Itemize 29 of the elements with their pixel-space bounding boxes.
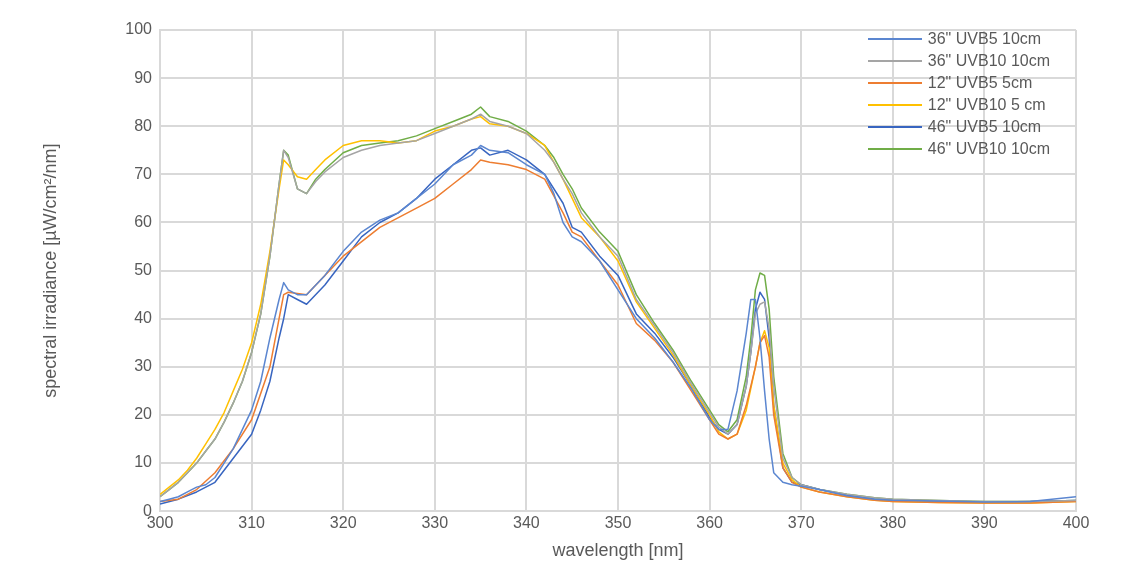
x-tick-label: 330 (421, 514, 449, 532)
y-tick-label: 50 (134, 261, 153, 279)
legend-label: 36" UVB10 10cm (927, 52, 1050, 70)
x-axis-title: wavelength [nm] (551, 540, 684, 561)
y-tick-label: 100 (125, 20, 153, 38)
x-tick-label: 380 (879, 514, 907, 532)
legend-label: 36" UVB5 10cm (927, 30, 1042, 48)
legend-label: 46" UVB5 10cm (927, 118, 1042, 136)
legend-label: 46" UVB10 10cm (927, 140, 1050, 158)
x-tick-label: 340 (513, 514, 540, 532)
x-tick-label: 350 (604, 514, 632, 532)
y-axis-title: spectral irradiance [µW/cm²/nm] (39, 143, 60, 398)
x-tick-label: 310 (238, 514, 266, 532)
y-tick-label: 80 (134, 116, 153, 134)
y-tick-label: 20 (134, 405, 153, 423)
legend-label: 12" UVB10 5 cm (927, 96, 1046, 114)
x-tick-label: 320 (329, 514, 357, 532)
x-tick-label: 390 (971, 514, 998, 532)
x-tick-label: 370 (787, 514, 815, 532)
x-tick-label: 360 (696, 514, 724, 532)
legend-label: 12" UVB5 5cm (927, 74, 1033, 92)
y-tick-label: 10 (134, 453, 153, 471)
y-tick-label: 90 (134, 68, 153, 86)
y-tick-label: 30 (134, 357, 153, 375)
x-tick-label: 400 (1062, 514, 1090, 532)
y-tick-label: 70 (134, 164, 153, 182)
y-tick-label: 40 (134, 309, 153, 327)
x-tick-label: 300 (146, 514, 174, 532)
y-tick-label: 60 (134, 212, 153, 230)
